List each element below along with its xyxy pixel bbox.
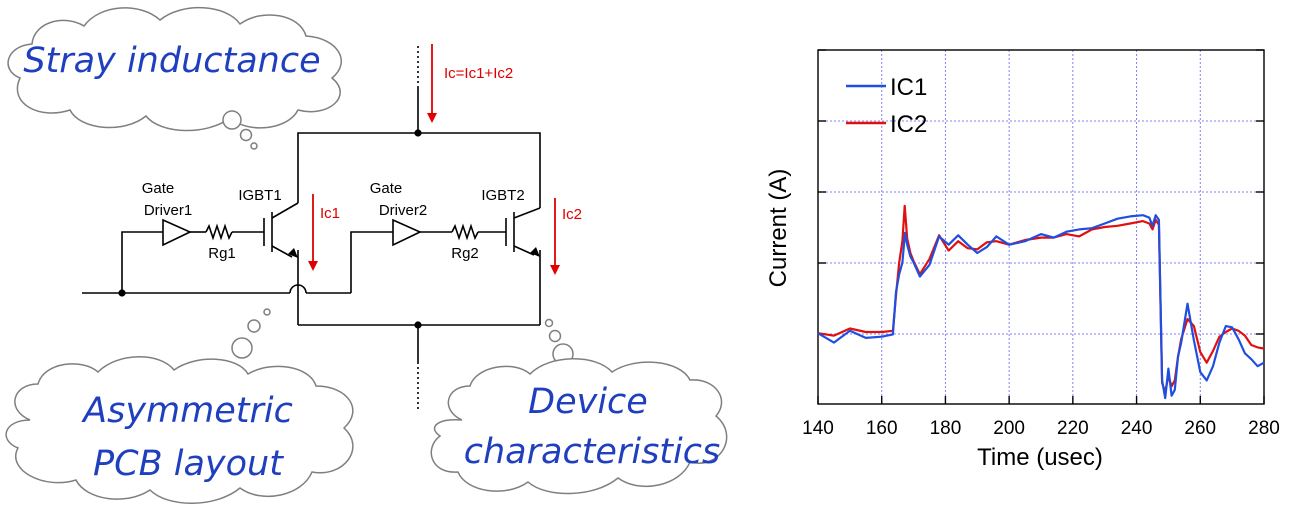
label-igbt1: IGBT1 (238, 187, 281, 204)
cloud-asymmetric-pcb (5, 308, 354, 504)
x-tick-label: 140 (802, 418, 834, 439)
series-line-ic1 (817, 214, 1265, 400)
cloud-asym-text-2: PCB layout (93, 444, 284, 484)
x-tick-label: 160 (866, 418, 898, 439)
cloud-asym-text-1: Asymmetric (81, 391, 293, 431)
cloud-device-text-1: Device (528, 382, 648, 422)
plot-frame (817, 49, 1265, 405)
label-igbt2: IGBT2 (481, 187, 524, 204)
y-axis-label: Current (A) (765, 169, 792, 288)
junction-top (414, 129, 422, 137)
x-tick-label: 200 (993, 418, 1025, 439)
x-tick-label: 280 (1248, 418, 1280, 439)
legend: IC1 IC2 (846, 74, 927, 138)
label-ic2: Ic2 (562, 206, 582, 223)
x-tick-labels: 140 160 180 200 220 240 260 280 (802, 396, 1280, 439)
label-gate1: Gate (142, 180, 175, 197)
current-arrows (308, 44, 560, 275)
y-ticks (818, 49, 1264, 335)
label-rg2: Rg2 (451, 245, 479, 262)
label-rg1: Rg1 (208, 245, 236, 262)
x-tick-label: 180 (930, 418, 962, 439)
label-gate2: Gate (370, 180, 403, 197)
series-lines (817, 204, 1265, 400)
series-line-ic2 (817, 204, 1265, 394)
junction-bottom (414, 321, 422, 329)
cloud-device-characteristics (430, 318, 728, 495)
legend-ic1-label: IC1 (890, 74, 927, 101)
igbt2-emitter-arrow (530, 247, 540, 257)
cloud-stray-inductance (7, 7, 342, 150)
legend-ic2-label: IC2 (890, 111, 927, 138)
junction-left (118, 289, 126, 297)
x-tick-label: 260 (1184, 418, 1216, 439)
label-driver2: Driver2 (379, 202, 427, 219)
cloud-device-text-2: characteristics (464, 432, 720, 472)
label-driver1: Driver1 (144, 202, 192, 219)
label-ic-total: Ic=Ic1+Ic2 (444, 65, 513, 82)
cloud-stray-text: Stray inductance (23, 41, 320, 81)
x-tick-label: 220 (1057, 418, 1089, 439)
x-axis-label: Time (usec) (977, 444, 1103, 471)
label-ic1: Ic1 (320, 205, 340, 222)
x-tick-label: 240 (1121, 418, 1153, 439)
chart: 140 160 180 200 220 240 260 280 IC1 IC2 Time (u… (765, 49, 1280, 471)
igbt1-emitter-arrow (288, 248, 298, 258)
chart-grid (818, 50, 1264, 404)
